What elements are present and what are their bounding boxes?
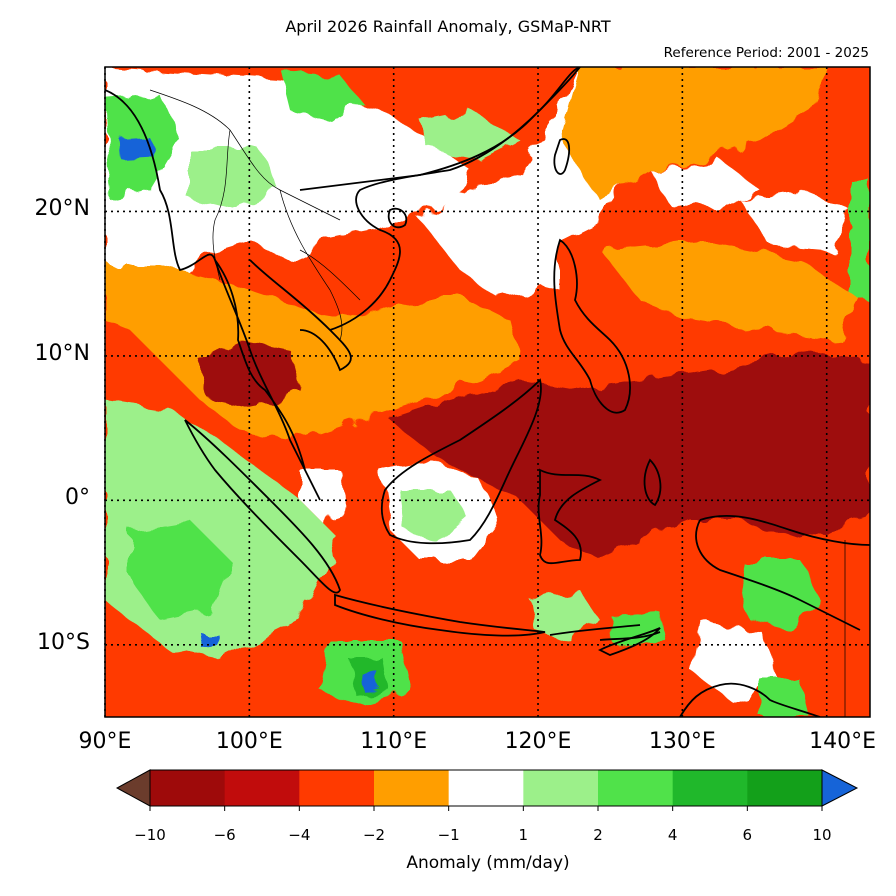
lon-tick-label: 120°E	[504, 729, 572, 754]
colorbar-tick-label: −6	[213, 826, 236, 844]
lat-tick-label: 10°N	[34, 340, 90, 366]
field-mid-white	[300, 470, 350, 520]
lat-tick-label: 20°N	[34, 196, 90, 222]
lat-tick-label: 10°S	[37, 629, 90, 655]
coast-hainan	[387, 207, 408, 229]
colorbar-tick-label: −10	[134, 826, 166, 844]
colorbar-tick-label: −1	[437, 826, 460, 844]
field-scs-white	[420, 180, 560, 300]
coast-java	[334, 593, 546, 637]
anomaly-field	[105, 67, 870, 717]
colorbar-bin	[374, 770, 450, 806]
colorbar-tick-label: 10	[812, 826, 832, 844]
colorbar-over-arrow	[821, 769, 859, 807]
colorbar-bin	[150, 770, 226, 806]
field-ne-white2	[740, 190, 850, 250]
lon-tick-label: 130°E	[648, 729, 716, 754]
field-mid-orange2	[600, 240, 860, 340]
field-ne-white	[650, 160, 760, 210]
colorbar-label: Anomaly (mm/day)	[406, 853, 570, 873]
colorbar-tick-label: −2	[362, 826, 386, 844]
field-sw-blue	[200, 632, 218, 648]
field-darkred-core	[390, 350, 870, 560]
field-png-green	[740, 560, 820, 630]
colorbar-bin	[448, 770, 524, 806]
colorbar-tick-label: 2	[593, 826, 603, 844]
colorbar-bin	[224, 770, 300, 806]
coastlines	[105, 67, 870, 717]
field-indochina-white	[105, 67, 470, 300]
field-green-mainland	[190, 150, 280, 210]
border-lines	[149, 89, 846, 717]
field-south-green2	[130, 520, 230, 620]
colorbar-tick-label: 1	[518, 826, 529, 844]
coast-australia	[679, 682, 821, 717]
coast-borneo	[380, 378, 542, 545]
gridlines	[104, 67, 870, 717]
coast-png	[695, 514, 870, 631]
coast-taiwan	[553, 138, 571, 175]
coast-sumatra	[184, 419, 341, 594]
coast-mainland	[105, 67, 581, 501]
coast-timor	[597, 627, 661, 656]
country-borders	[149, 89, 846, 717]
field-north-orange	[560, 67, 830, 200]
colorbar	[115, 769, 859, 811]
lon-tick-label: 110°E	[360, 729, 428, 754]
coast-halmahera	[643, 458, 662, 507]
colorbar-bin	[672, 770, 748, 806]
coast-sulawesi	[537, 468, 603, 565]
colorbar-frame	[149, 769, 823, 807]
field-green-north	[280, 70, 360, 120]
field-se-green	[760, 680, 810, 717]
lon-tick-label: 140°E	[809, 729, 876, 754]
colorbar-tick-label: 4	[667, 826, 678, 844]
colorbar-tick-label: 6	[742, 826, 753, 844]
colorbar-bin	[598, 770, 674, 806]
field-mid-orange	[105, 265, 520, 440]
colorbar-tick-label: −4	[288, 826, 311, 844]
coast-china	[299, 67, 581, 191]
field-sulawesi-green	[530, 590, 600, 640]
field-java-blue	[360, 672, 380, 690]
colorbar-bin	[299, 770, 375, 806]
map-title: April 2026 Rainfall Anomaly, GSMaP-NRT	[285, 17, 611, 36]
field-se-white	[690, 620, 780, 700]
lat-tick-label: 0°	[65, 485, 90, 511]
lon-tick-label: 90°E	[78, 729, 132, 754]
coast-philippines	[553, 238, 631, 414]
field-green-east	[850, 180, 870, 300]
colorbar-bin	[747, 770, 823, 806]
colorbar-under-arrow	[115, 769, 151, 807]
field-blue-north	[120, 138, 155, 160]
reference-period: Reference Period: 2001 - 2025	[663, 45, 869, 61]
lon-tick-label: 100°E	[215, 729, 283, 754]
colorbar-bin	[523, 770, 599, 806]
field-borneo-green	[400, 490, 470, 545]
